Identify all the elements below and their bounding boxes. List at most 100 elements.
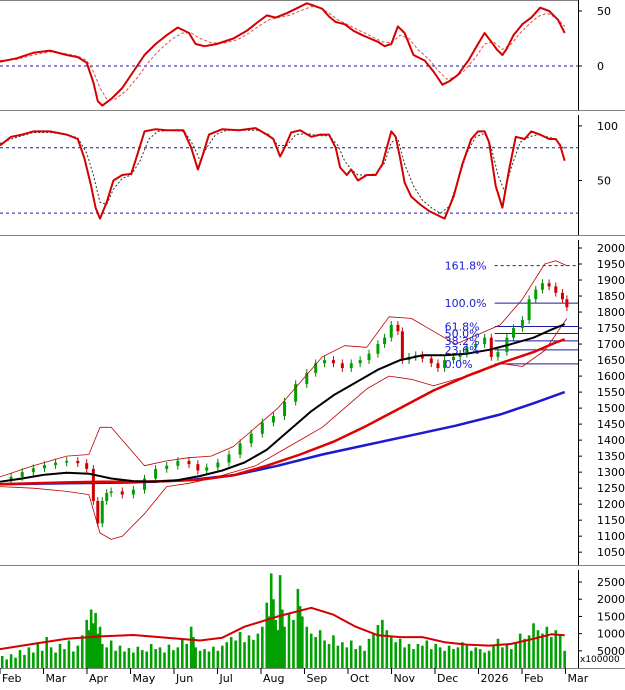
y-tick-label: 1900 (597, 274, 625, 287)
volume-bar (376, 625, 380, 668)
y-tick-label: 1250 (597, 482, 625, 495)
candle-body (305, 372, 309, 385)
volume-bar (243, 642, 246, 668)
y-tick-label: 0 (597, 60, 604, 73)
volume-bar (180, 638, 184, 668)
y-tick-label: 1750 (597, 322, 625, 335)
volume-bar (514, 642, 518, 668)
volume-bar (89, 609, 93, 668)
volume-bar (261, 626, 264, 668)
y-tick-label: 2000 (597, 242, 625, 255)
volume-bar (305, 626, 309, 668)
candle-body (565, 299, 569, 308)
volume-bar (132, 652, 135, 668)
volume-bar (167, 644, 171, 668)
volume-unit-label: x100000 (580, 655, 620, 665)
volume-bar (336, 645, 340, 668)
volume-bar (354, 649, 357, 668)
candle-body (527, 299, 531, 321)
volume-bar (23, 654, 26, 668)
volume-bar (558, 635, 562, 668)
candle-body (100, 500, 104, 524)
volume-bar (434, 643, 438, 668)
volume-bar (100, 643, 104, 668)
volume-bar (267, 616, 271, 668)
candle-body (283, 401, 287, 417)
moving-average-black-line (0, 323, 566, 483)
x-tick-label: Nov (394, 672, 416, 685)
candle-body (496, 352, 500, 357)
volume-bar (523, 638, 526, 668)
candle-body (560, 292, 564, 300)
volume-bar (172, 650, 175, 668)
volume-bar (287, 612, 291, 668)
volume-bar (238, 631, 242, 668)
volume-bar (234, 640, 237, 668)
volume-bar (541, 633, 544, 668)
volume-bar (274, 619, 277, 668)
candle-body (512, 328, 516, 338)
candle-body (540, 283, 544, 290)
volume-bar (98, 626, 102, 668)
volume-bar (154, 649, 157, 668)
volume-bar (367, 638, 371, 668)
y-tick-label: 1500 (597, 402, 625, 415)
volume-bar (527, 635, 531, 668)
moving-average-red-line (0, 338, 566, 486)
y-tick-label: 15000 (597, 610, 625, 623)
y-tick-label: 1700 (597, 338, 625, 351)
volume-bar (87, 630, 91, 668)
volume-bar (341, 642, 344, 668)
x-tick-label: Jul (219, 672, 233, 685)
volume-bar (63, 649, 66, 668)
volume-bar (474, 647, 478, 668)
volume-bar (429, 649, 433, 668)
moving-average-blue-line (0, 390, 566, 486)
x-tick-label: Mar (46, 672, 67, 685)
candle-body (420, 355, 424, 359)
volume-bar (272, 599, 275, 668)
candle-body (91, 468, 95, 501)
y-tick-label: 5000 (597, 645, 625, 658)
y-tick-label: 1800 (597, 306, 625, 319)
volume-bar (136, 646, 140, 668)
volume-bar (554, 630, 558, 668)
volume-bar (207, 651, 211, 668)
volume-bar (212, 646, 215, 668)
y-tick-label: 50 (597, 5, 611, 18)
y-tick-label: 20000 (597, 593, 625, 606)
y-tick-label: 1050 (597, 546, 625, 559)
candle-body (465, 347, 469, 354)
volume-bar (14, 657, 17, 668)
x-tick-label: Dec (437, 672, 458, 685)
volume-bar (92, 623, 95, 668)
volume-bar (40, 650, 44, 668)
volume-bar (483, 652, 486, 668)
candle-body (383, 337, 387, 345)
x-tick-label: Feb (2, 672, 21, 685)
candle-body (554, 286, 558, 293)
volume-bar (252, 639, 255, 668)
volume-bar (5, 659, 8, 668)
x-tick-label: Mar (568, 672, 589, 685)
volume-bar (403, 647, 406, 668)
x-tick-label: Oct (350, 672, 370, 685)
osc1-line (0, 2, 566, 107)
candle-body (396, 324, 400, 332)
volume-bar (198, 650, 202, 668)
x-tick-label: May (133, 672, 156, 685)
candle-body (216, 462, 220, 468)
x-tick-label: Jun (175, 672, 193, 685)
candle-body (520, 320, 524, 329)
volume-bar (192, 637, 195, 668)
volume-bar (309, 633, 313, 668)
volume-bar (298, 606, 302, 668)
candle-body (131, 489, 135, 495)
volume-bar (45, 637, 48, 668)
volume-bar (94, 612, 97, 668)
volume-bar (461, 642, 464, 668)
candle-body (367, 353, 371, 361)
volume-bar (149, 643, 153, 668)
volume-bar (18, 650, 22, 668)
osc2-line (0, 127, 566, 220)
